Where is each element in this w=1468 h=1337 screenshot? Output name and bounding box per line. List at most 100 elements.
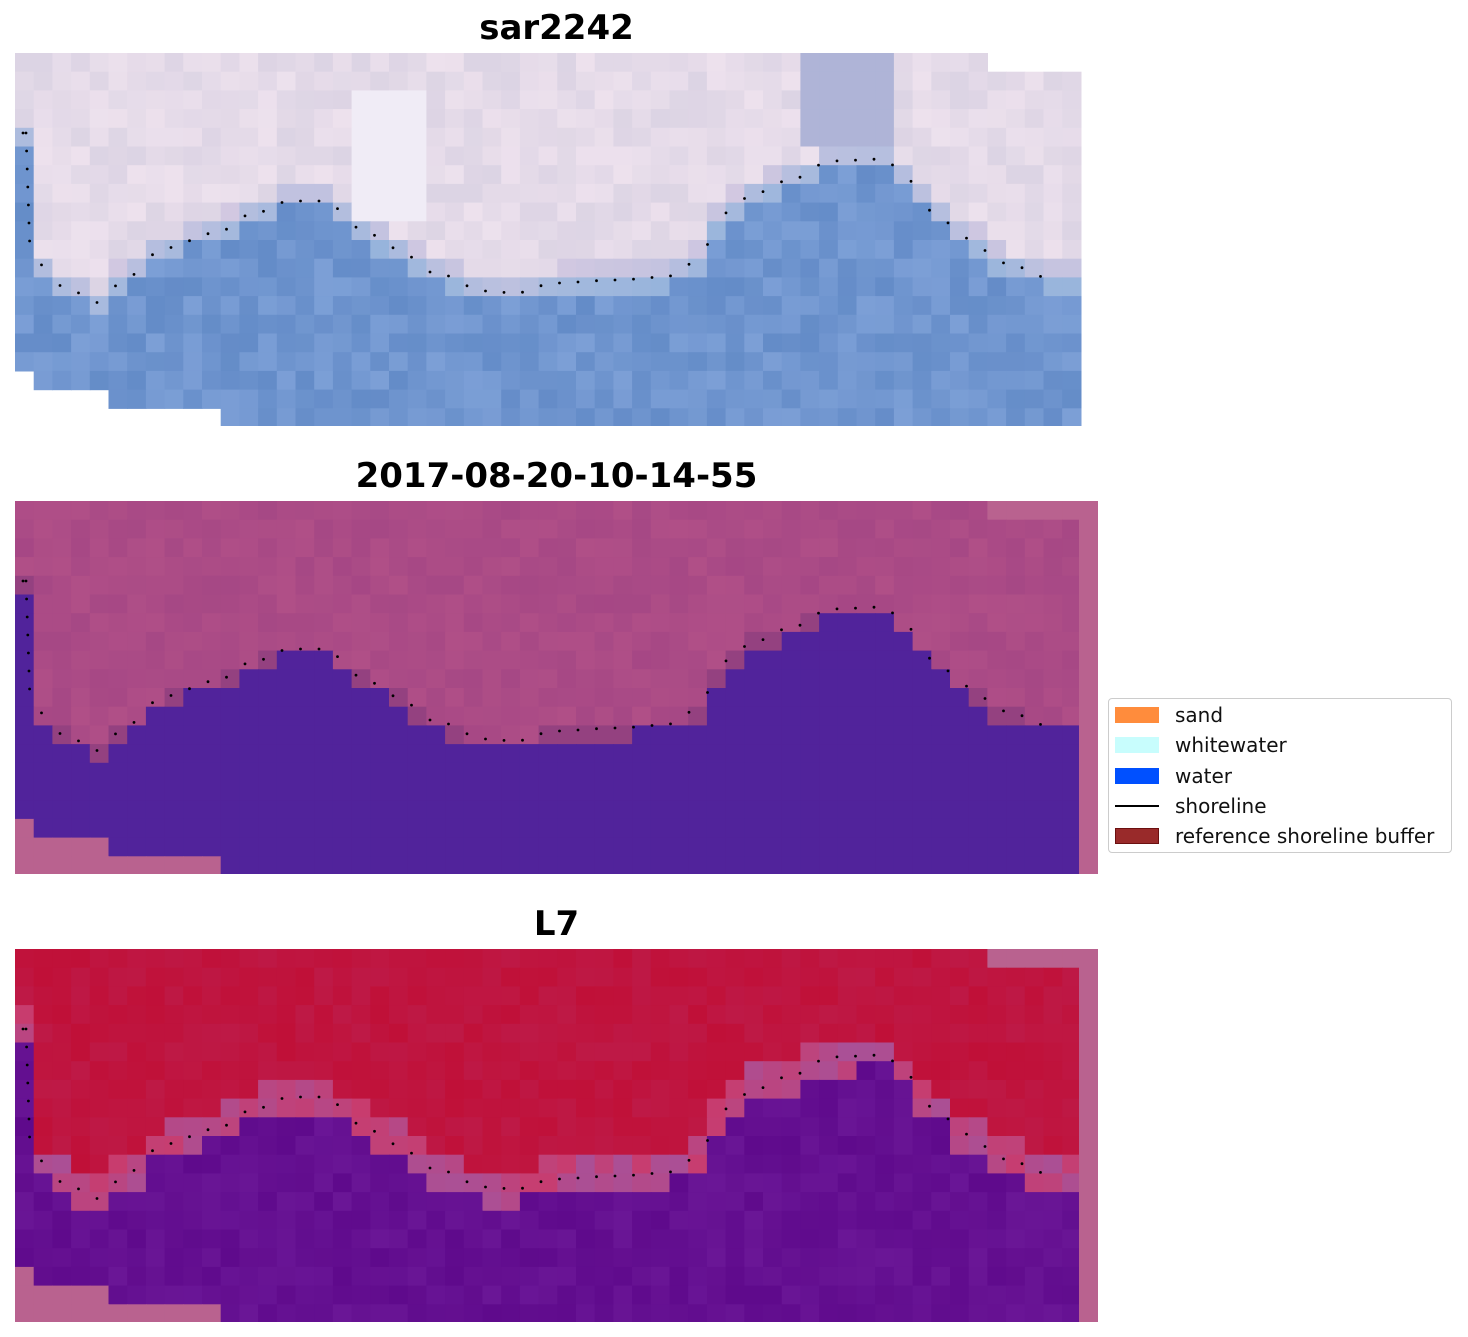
- pixel: [426, 557, 446, 577]
- pixel: [987, 1117, 1007, 1137]
- pixel: [295, 706, 315, 726]
- pixel: [576, 258, 596, 278]
- pixel: [1043, 725, 1063, 745]
- pixel: [351, 258, 371, 278]
- pixel: [987, 90, 1007, 110]
- pixel: [52, 1079, 72, 1100]
- pixel: [1043, 240, 1063, 260]
- pixel: [108, 613, 128, 633]
- pixel: [1043, 706, 1063, 726]
- pixel: [1062, 1285, 1082, 1305]
- pixel: [763, 165, 783, 185]
- pixel: [71, 296, 91, 316]
- pixel: [557, 127, 577, 148]
- pixel: [1062, 688, 1082, 708]
- pixel: [576, 1098, 596, 1118]
- pixel: [912, 856, 932, 874]
- pixel: [370, 1098, 390, 1118]
- pixel: [519, 90, 540, 110]
- pixel: [389, 650, 409, 670]
- pixel: [856, 90, 876, 110]
- pixel: [501, 352, 521, 372]
- pixel: [145, 1173, 166, 1193]
- pixel: [463, 949, 484, 969]
- pixel: [426, 127, 446, 148]
- pixel: [89, 613, 110, 633]
- pixel: [669, 575, 689, 596]
- pixel: [744, 1210, 764, 1231]
- pixel: [71, 688, 91, 708]
- pixel: [576, 296, 596, 316]
- pixel: [594, 1285, 614, 1305]
- pixel: [164, 333, 184, 353]
- pixel: [220, 221, 240, 241]
- pixel: [950, 800, 970, 820]
- pixel: [71, 967, 91, 987]
- pixel: [15, 557, 35, 577]
- pixel: [220, 1154, 240, 1174]
- pixel: [725, 818, 745, 839]
- pixel: [875, 744, 895, 764]
- pixel: [725, 1248, 745, 1268]
- pixel: [519, 352, 540, 372]
- pixel: [220, 127, 240, 148]
- pixel: [669, 1285, 689, 1305]
- pixel: [164, 688, 184, 708]
- pixel: [912, 986, 932, 1006]
- pixel: [351, 1117, 371, 1137]
- pixel: [463, 221, 484, 241]
- pixel: [501, 594, 521, 614]
- pixel: [183, 90, 203, 110]
- pixel: [220, 183, 240, 204]
- pixel: [987, 1266, 1007, 1287]
- pixel: [1006, 1248, 1026, 1268]
- pixel: [445, 669, 465, 689]
- pixel: [763, 781, 783, 801]
- pixel: [370, 165, 390, 185]
- pixel: [706, 1192, 727, 1212]
- pixel: [145, 1154, 166, 1174]
- pixel: [1043, 800, 1063, 820]
- pixel: [519, 1061, 540, 1081]
- pixel: [258, 1061, 278, 1081]
- pixel: [1024, 1210, 1045, 1231]
- pixel: [725, 575, 745, 596]
- pixel: [108, 1061, 128, 1081]
- pixel: [258, 146, 278, 166]
- pixel: [351, 650, 371, 670]
- pixel: [127, 1285, 147, 1305]
- pixel: [407, 53, 427, 73]
- pixel: [856, 557, 876, 577]
- pixel: [875, 165, 895, 185]
- pixel: [276, 837, 297, 857]
- pixel: [295, 557, 315, 577]
- pixel: [781, 706, 801, 726]
- pixel: [501, 986, 521, 1006]
- shoreline-point: [95, 749, 99, 752]
- pixel: [519, 1210, 540, 1231]
- pixel: [576, 1005, 596, 1025]
- pixel: [351, 296, 371, 316]
- pixel: [407, 1266, 427, 1287]
- pixel: [669, 1210, 689, 1231]
- pixel: [968, 1192, 988, 1212]
- pixel: [688, 949, 708, 969]
- pixel: [800, 501, 820, 521]
- pixel: [538, 501, 558, 521]
- pixel: [15, 1285, 35, 1305]
- pixel: [557, 370, 577, 391]
- pixel: [688, 146, 708, 166]
- pixel: [332, 1210, 353, 1231]
- shoreline-point: [58, 1180, 62, 1183]
- pixel: [725, 613, 745, 633]
- pixel: [912, 725, 932, 745]
- pixel: [893, 557, 914, 577]
- pixel: [15, 109, 35, 129]
- pixel: [856, 650, 876, 670]
- pixel: [557, 1304, 577, 1322]
- pixel: [650, 967, 671, 987]
- pixel: [968, 1266, 988, 1287]
- pixel: [332, 669, 353, 689]
- pixel: [931, 183, 951, 204]
- pixel: [688, 631, 708, 652]
